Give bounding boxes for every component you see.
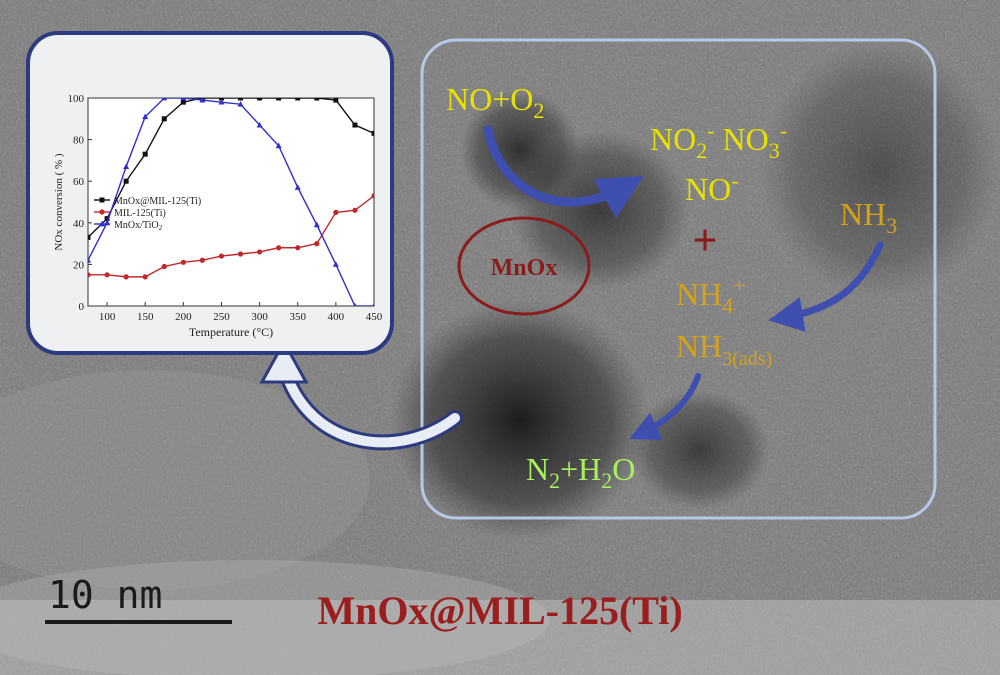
nh3-species: NH3 xyxy=(840,196,897,238)
data-point xyxy=(161,98,168,101)
y-tick-label: 20 xyxy=(73,259,85,271)
data-point xyxy=(180,98,187,101)
legend-label: MnOx/TiO2 xyxy=(114,220,163,232)
data-point xyxy=(180,259,186,265)
products-species: N2+H2O xyxy=(526,451,635,493)
data-point xyxy=(352,207,358,213)
diagram-title: MnOx@MIL-125(Ti) xyxy=(317,588,682,633)
data-point xyxy=(295,245,301,251)
data-point xyxy=(99,220,105,227)
x-tick-label: 200 xyxy=(175,311,192,323)
series-line xyxy=(88,98,374,306)
data-point xyxy=(88,257,91,263)
y-tick-label: 0 xyxy=(79,301,85,313)
data-point xyxy=(237,101,244,107)
data-point xyxy=(352,122,358,128)
nh3-ads-species: NH3(ads) xyxy=(676,328,772,370)
series-line xyxy=(88,195,374,278)
x-tick-label: 100 xyxy=(99,311,116,323)
data-point xyxy=(371,193,374,199)
data-point xyxy=(371,130,374,136)
data-point xyxy=(180,99,186,105)
data-point xyxy=(333,209,339,215)
data-point xyxy=(99,197,105,203)
data-point xyxy=(372,302,374,306)
data-point xyxy=(142,151,148,157)
legend-label: MIL-125(Ti) xyxy=(114,208,166,219)
data-point xyxy=(123,178,129,184)
data-point xyxy=(256,121,263,128)
data-point xyxy=(88,234,91,240)
reaction-arrow xyxy=(629,373,701,440)
data-point xyxy=(88,272,91,278)
no-o2-species: NO+O2 xyxy=(446,81,544,123)
data-point xyxy=(142,274,148,280)
data-point xyxy=(99,209,105,215)
y-axis-label: NOx conversion ( % ) xyxy=(53,153,65,250)
data-point xyxy=(104,272,110,278)
oxidation-arrow xyxy=(483,125,644,219)
data-point xyxy=(314,98,320,101)
x-tick-label: 400 xyxy=(328,311,345,323)
y-tick-label: 100 xyxy=(68,93,85,105)
data-point xyxy=(275,142,282,149)
scale-bar-label: 10 nm xyxy=(48,573,162,617)
data-point xyxy=(142,113,149,120)
data-point xyxy=(218,253,225,259)
data-point xyxy=(161,116,167,122)
data-point xyxy=(276,245,282,251)
mnox-label: MnOx xyxy=(491,255,558,281)
data-point xyxy=(276,98,282,101)
data-point xyxy=(294,184,301,190)
data-point xyxy=(332,261,339,267)
x-tick-label: 350 xyxy=(289,311,306,323)
no-minus-species: NO- xyxy=(685,168,739,207)
mechanism-panel xyxy=(420,38,937,520)
data-point xyxy=(161,263,167,270)
data-point xyxy=(218,98,225,105)
data-point xyxy=(257,249,263,255)
plot-area xyxy=(87,97,375,307)
data-point xyxy=(104,216,110,222)
data-point xyxy=(314,241,320,247)
data-point xyxy=(123,163,130,170)
series-line xyxy=(88,98,374,238)
nh4-species: NH4+ xyxy=(676,273,746,318)
data-point xyxy=(123,274,129,280)
nitrite-nitrate-species: NO2- NO3- xyxy=(650,118,787,163)
data-point xyxy=(199,257,205,263)
conversion-chart: 100 150 200 250 300 350 400 450 0 20 40 60 80 100 Temp… xyxy=(53,93,383,339)
y-tick-label: 40 xyxy=(73,218,85,230)
x-tick-label: 300 xyxy=(251,311,268,323)
data-point xyxy=(313,221,320,228)
y-tick-label: 60 xyxy=(73,176,85,188)
data-point xyxy=(238,98,244,101)
link-arrow xyxy=(259,338,463,451)
legend-label: MnOx@MIL-125(Ti) xyxy=(114,196,201,207)
adsorption-arrow xyxy=(768,241,884,332)
data-point xyxy=(333,98,339,103)
data-point xyxy=(295,98,301,101)
x-tick-label: 450 xyxy=(366,311,383,323)
x-tick-label: 250 xyxy=(213,311,230,323)
x-tick-label: 150 xyxy=(137,311,154,323)
plus-sign: + xyxy=(692,216,717,265)
data-point xyxy=(237,251,244,257)
mnox-ellipse xyxy=(457,216,591,316)
y-tick-label: 80 xyxy=(73,135,85,147)
data-point xyxy=(199,98,206,103)
x-axis-label: Temperature (°C) xyxy=(189,325,273,339)
data-point xyxy=(257,98,263,101)
data-point xyxy=(353,302,357,306)
